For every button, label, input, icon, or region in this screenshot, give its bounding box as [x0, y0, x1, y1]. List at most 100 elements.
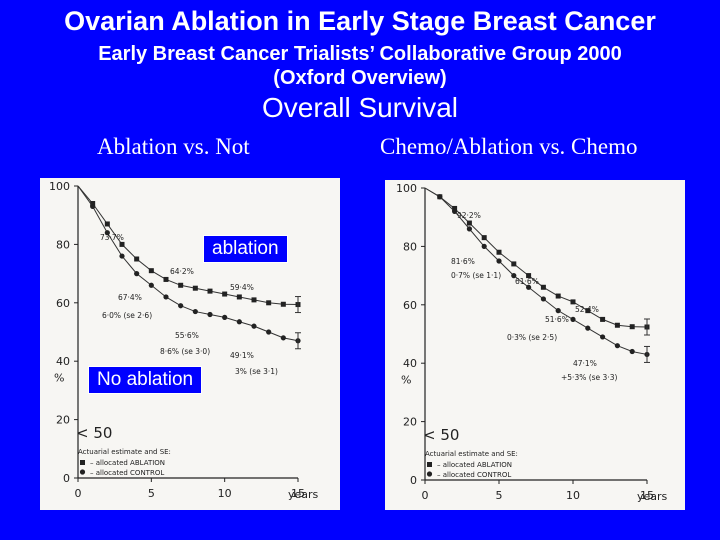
right-chart-panel: 0 20 40 60 80 100 0 5 10 15 years% 92·2% 81·6% 0·7% (… [385, 180, 685, 510]
legend-entry-ablation: – allocated ABLATION [437, 461, 512, 469]
data-point-control [481, 243, 487, 249]
data-annotation: 47·1% [573, 359, 597, 368]
data-point-control [163, 294, 169, 300]
series-line-ablation [77, 185, 299, 306]
data-point-ablation [266, 300, 272, 306]
data-annotation: 8·6% (se 3·0) [160, 347, 210, 356]
age-group-label: < 50 [423, 426, 459, 444]
data-point-control [178, 303, 184, 309]
data-point-ablation [600, 316, 606, 322]
legend-entry-control: – allocated CONTROL [90, 469, 164, 477]
data-point-control [236, 319, 242, 325]
y-tick-label: 0 [410, 474, 417, 487]
data-point-ablation [178, 282, 184, 288]
data-annotation: 81·6% [451, 257, 475, 266]
data-annotation: 6·0% (se 2·6) [102, 311, 152, 320]
data-point-ablation [452, 205, 458, 211]
data-annotation: 49·1% [230, 351, 254, 360]
slide-title: Ovarian Ablation in Early Stage Breast C… [64, 6, 656, 36]
x-tick-label: 15 [291, 487, 305, 500]
data-point-ablation [148, 268, 154, 274]
data-point-ablation [207, 288, 213, 294]
slide-heading: Overall Survival [261, 92, 459, 123]
data-point-control [629, 348, 635, 355]
legend-entry-ablation: – allocated ABLATION [90, 459, 165, 467]
x-tick-label: 5 [496, 489, 503, 502]
data-point-ablation [511, 261, 517, 267]
x-tick-label: 0 [422, 489, 429, 502]
data-point-ablation [222, 291, 228, 297]
x-tick-label: 10 [566, 489, 580, 502]
data-point-control [280, 335, 286, 341]
data-point-ablation [555, 293, 561, 299]
data-point-control [207, 311, 213, 318]
y-tick-label: 60 [56, 297, 70, 310]
data-point-control [600, 334, 606, 340]
data-point-ablation [585, 308, 591, 314]
data-point-ablation [481, 235, 487, 241]
left-chart-panel: 0 20 40 60 80 100 0 5 10 15 years% 73·7% 64·2% 67·4% 6… [40, 178, 340, 510]
legend-title: Actuarial estimate and SE: [78, 448, 171, 456]
data-annotation: 92·2% [457, 211, 481, 220]
y-tick-label: 20 [56, 414, 70, 427]
slide-subtitle: Early Breast Cancer Trialists’ Collabora… [0, 42, 720, 90]
no-ablation-callout: No ablation [88, 366, 203, 394]
series-line-ablation [424, 187, 648, 328]
x-tick-label: 5 [148, 487, 155, 500]
data-point-control [540, 296, 546, 302]
right-panel-title: Chemo/Ablation vs. Chemo [380, 134, 638, 159]
data-annotation: 0·3% (se 2·5) [507, 333, 557, 342]
data-annotation: +5·3% (se 3·3) [561, 373, 617, 382]
subtitle-line-1: Early Breast Cancer Trialists’ Collabora… [98, 43, 622, 65]
data-point-control [104, 230, 110, 236]
ablation-callout: ablation [203, 235, 288, 263]
data-point-control [222, 314, 228, 320]
data-point-ablation [570, 299, 576, 305]
data-point-control [251, 323, 257, 329]
y-tick-label: 80 [403, 240, 417, 253]
data-point-control [511, 273, 517, 279]
data-point-ablation [134, 256, 140, 262]
data-point-control [266, 329, 272, 335]
data-point-control [466, 226, 472, 232]
data-point-ablation [251, 297, 257, 303]
data-point-ablation [104, 221, 110, 227]
x-tick-label: 10 [218, 487, 232, 500]
data-point-ablation [192, 285, 198, 291]
data-point-control [614, 343, 620, 349]
data-point-control [452, 208, 458, 214]
data-point-control [585, 325, 591, 331]
legend-marker-control [426, 471, 433, 477]
data-point-control [192, 308, 198, 315]
y-tick-label: 40 [56, 355, 70, 368]
data-annotation: 0·7% (se 1·1) [451, 271, 501, 280]
data-point-ablation [540, 284, 546, 290]
data-point-control [555, 308, 561, 314]
y-axis-label: % [54, 372, 64, 385]
y-tick-label: 80 [56, 238, 70, 251]
x-tick-label: 0 [75, 487, 82, 500]
y-tick-label: 100 [396, 182, 417, 195]
data-point-control [119, 253, 125, 259]
series-line-control [424, 187, 648, 355]
data-annotation: 61·6% [515, 277, 539, 286]
data-point-control [526, 284, 532, 290]
y-tick-label: 40 [403, 357, 417, 370]
y-tick-label: 100 [49, 180, 70, 193]
data-point-ablation [236, 294, 242, 300]
y-tick-label: 20 [403, 416, 417, 429]
legend-entry-control: – allocated CONTROL [437, 471, 511, 479]
data-annotation: 3% (se 3·1) [235, 367, 278, 376]
data-point-ablation [614, 322, 620, 328]
legend-title: Actuarial estimate and SE: [425, 450, 518, 458]
data-point-ablation [526, 273, 532, 279]
series-line-control [77, 185, 299, 342]
data-point-ablation [119, 241, 125, 247]
legend-marker-ablation [427, 462, 432, 467]
subtitle-line-2: (Oxford Overview) [273, 67, 447, 89]
data-point-ablation [466, 220, 472, 226]
data-annotation: 67·4% [118, 293, 142, 302]
data-annotation: 73·7% [100, 233, 124, 242]
legend-marker-ablation [80, 460, 85, 465]
